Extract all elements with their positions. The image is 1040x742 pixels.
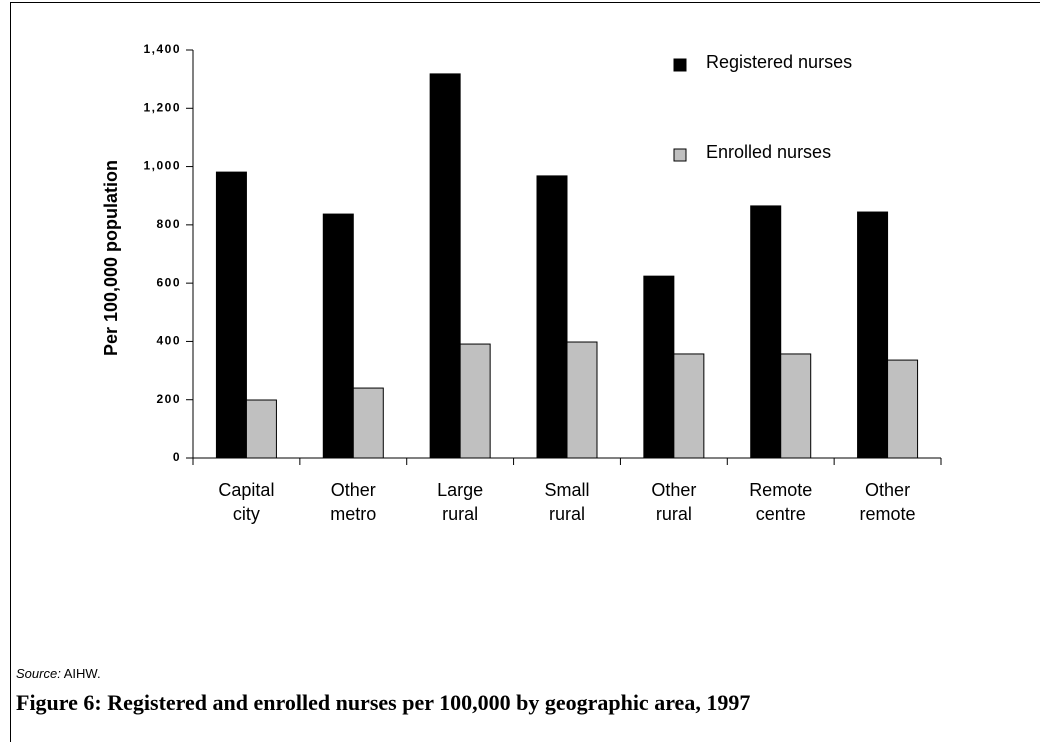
legend-label: Registered nurses xyxy=(706,52,852,72)
x-tick-label: Large rural xyxy=(437,480,484,524)
y-tick-label: 200 xyxy=(156,392,181,406)
y-tick-label: 0 xyxy=(173,450,181,464)
source: Source: AIHW. xyxy=(16,666,101,681)
y-axis-label: Per 100,000 population xyxy=(101,160,121,356)
legend-swatch xyxy=(673,148,687,162)
bar xyxy=(566,341,598,459)
x-tick-label: Remote centre xyxy=(749,480,813,524)
x-tick-label: Other remote xyxy=(859,480,916,524)
y-tick-label: 800 xyxy=(156,217,181,231)
legend-swatch xyxy=(673,58,687,72)
bar xyxy=(780,353,812,459)
caption: Figure 6: Registered and enrolled nurses… xyxy=(16,690,751,715)
bar xyxy=(536,175,568,459)
frame xyxy=(10,2,1040,742)
bar xyxy=(429,73,461,459)
page: Per 100,000 population 0 200 400 600 800 1,00… xyxy=(10,2,1040,742)
chart: Per 100,000 population 0 200 400 600 800 1,00… xyxy=(101,42,942,465)
y-tick-label: 1,400 xyxy=(143,42,181,56)
x-tick-label: Small rural xyxy=(544,480,590,524)
bar xyxy=(459,343,491,459)
x-tick-label: Capital city xyxy=(218,480,275,524)
bar xyxy=(352,387,384,459)
bar xyxy=(673,353,705,459)
source-text: AIHW. xyxy=(63,666,101,681)
y-tick-label: 1,000 xyxy=(143,159,181,173)
bar xyxy=(245,399,277,459)
y-tick-label: 400 xyxy=(156,334,181,348)
bar xyxy=(643,275,675,459)
bar xyxy=(887,359,919,459)
bar xyxy=(322,213,354,459)
bar xyxy=(750,205,782,459)
y-tick-label: 600 xyxy=(156,275,181,289)
x-tick-label: Other metro xyxy=(330,480,377,524)
legend-label: Enrolled nurses xyxy=(706,142,831,162)
source-label: Source: xyxy=(16,666,61,681)
x-tick-label: Other rural xyxy=(651,480,697,524)
y-tick-label: 1,200 xyxy=(143,100,181,114)
bar xyxy=(857,211,889,459)
bar xyxy=(215,171,247,459)
